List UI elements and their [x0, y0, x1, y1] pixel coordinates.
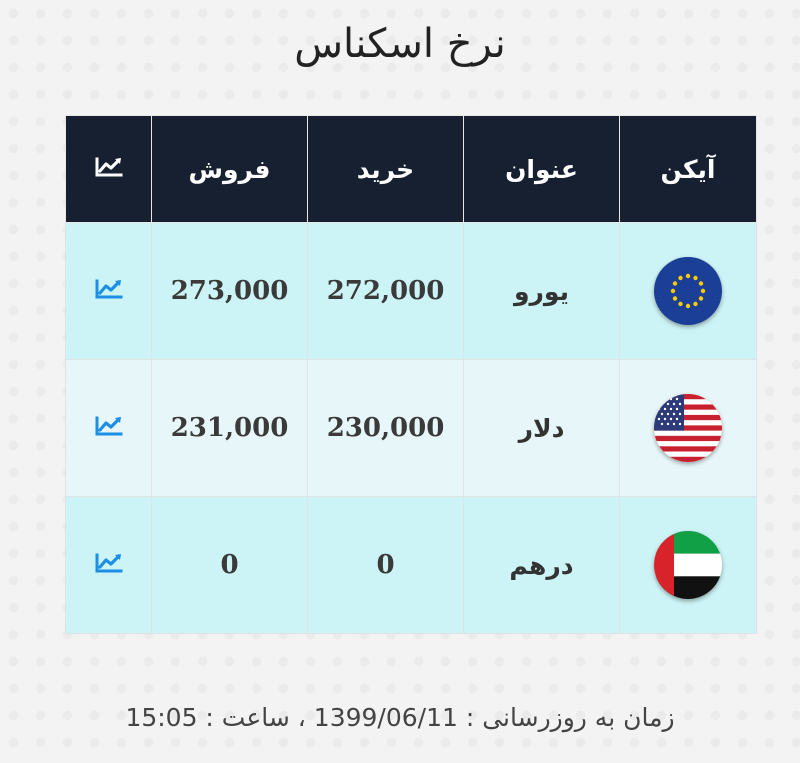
chart-icon[interactable] — [94, 415, 124, 437]
header-chart — [65, 115, 152, 223]
sell-price: 0 — [151, 496, 308, 634]
update-time: زمان به روزرسانی : 1399/06/11 ، ساعت : 1… — [125, 703, 675, 732]
currency-name: یورو — [463, 222, 620, 360]
us-flag-icon — [654, 394, 722, 462]
rates-table: آیکن عنوان خرید فروش — [65, 115, 757, 634]
chart-icon[interactable] — [94, 278, 124, 300]
sell-price: 273,000 — [151, 222, 308, 360]
buy-price: 272,000 — [307, 222, 464, 360]
chart-icon[interactable] — [94, 552, 124, 574]
header-buy: خرید — [307, 115, 464, 223]
uae-flag-icon — [654, 531, 722, 599]
chart-icon — [95, 157, 122, 176]
table-header-row: آیکن عنوان خرید فروش — [65, 115, 757, 223]
sell-price: 231,000 — [151, 359, 308, 497]
table-row: درهم 0 0 — [65, 496, 757, 634]
buy-price: 230,000 — [307, 359, 464, 497]
eu-flag-icon — [654, 257, 722, 325]
page-title: نرخ اسکناس — [294, 21, 506, 67]
buy-price: 0 — [307, 496, 464, 634]
table-row: دلار 230,000 231,000 — [65, 359, 757, 497]
header-icon: آیکن — [619, 115, 757, 223]
currency-name: دلار — [463, 359, 620, 497]
table-row: یورو 272,000 273,000 — [65, 222, 757, 360]
currency-name: درهم — [463, 496, 620, 634]
header-title: عنوان — [463, 115, 620, 223]
header-sell: فروش — [151, 115, 308, 223]
